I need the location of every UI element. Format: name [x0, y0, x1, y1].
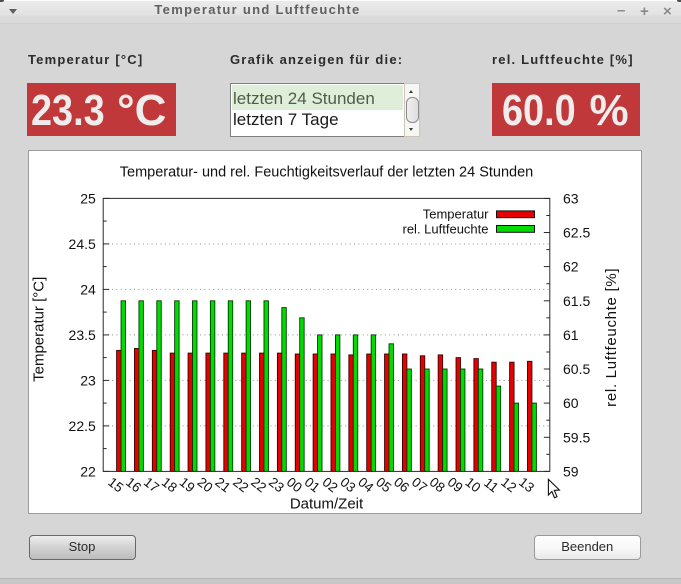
- svg-text:06: 06: [391, 474, 412, 495]
- svg-text:59: 59: [563, 463, 579, 479]
- svg-text:22.5: 22.5: [69, 418, 96, 434]
- svg-text:01: 01: [302, 474, 323, 495]
- svg-text:24: 24: [80, 281, 96, 297]
- svg-text:rel. Luftfeuchte [%]: rel. Luftfeuchte [%]: [603, 268, 620, 407]
- svg-text:Temperatur [°C]: Temperatur [°C]: [30, 277, 47, 382]
- svg-text:24.5: 24.5: [69, 236, 96, 252]
- svg-text:23.5: 23.5: [69, 327, 96, 343]
- svg-text:15: 15: [105, 474, 126, 495]
- svg-text:03: 03: [337, 474, 358, 495]
- svg-text:61: 61: [563, 327, 579, 343]
- svg-text:18: 18: [159, 474, 180, 495]
- svg-text:19: 19: [177, 474, 198, 495]
- svg-text:05: 05: [373, 474, 394, 495]
- svg-text:07: 07: [409, 474, 430, 495]
- svg-text:22: 22: [80, 463, 96, 479]
- svg-text:23: 23: [80, 372, 96, 388]
- svg-text:10: 10: [462, 474, 483, 495]
- svg-text:17: 17: [141, 474, 162, 495]
- svg-text:60.5: 60.5: [563, 361, 590, 377]
- svg-text:02: 02: [320, 474, 341, 495]
- svg-text:rel. Luftfeuchte: rel. Luftfeuchte: [403, 222, 489, 237]
- svg-text:08: 08: [427, 474, 448, 495]
- svg-text:62: 62: [563, 259, 579, 275]
- svg-text:13: 13: [516, 474, 537, 495]
- svg-text:00: 00: [284, 474, 305, 495]
- svg-text:60: 60: [563, 395, 579, 411]
- svg-text:16: 16: [123, 474, 144, 495]
- svg-text:59.5: 59.5: [563, 429, 590, 445]
- svg-text:Temperatur- und rel. Feuchtigk: Temperatur- und rel. Feuchtigkeitsverlau…: [120, 164, 533, 180]
- svg-text:Temperatur: Temperatur: [423, 206, 489, 221]
- svg-text:22: 22: [230, 474, 251, 495]
- svg-text:62.5: 62.5: [563, 225, 590, 241]
- svg-text:21: 21: [212, 474, 233, 495]
- svg-text:63: 63: [563, 190, 579, 206]
- svg-text:20: 20: [195, 474, 216, 495]
- svg-text:22: 22: [248, 474, 269, 495]
- svg-text:12: 12: [498, 474, 519, 495]
- svg-text:23: 23: [266, 474, 287, 495]
- svg-text:61.5: 61.5: [563, 293, 590, 309]
- svg-text:Datum/Zeit: Datum/Zeit: [290, 496, 364, 513]
- svg-text:25: 25: [80, 190, 96, 206]
- svg-text:09: 09: [445, 474, 466, 495]
